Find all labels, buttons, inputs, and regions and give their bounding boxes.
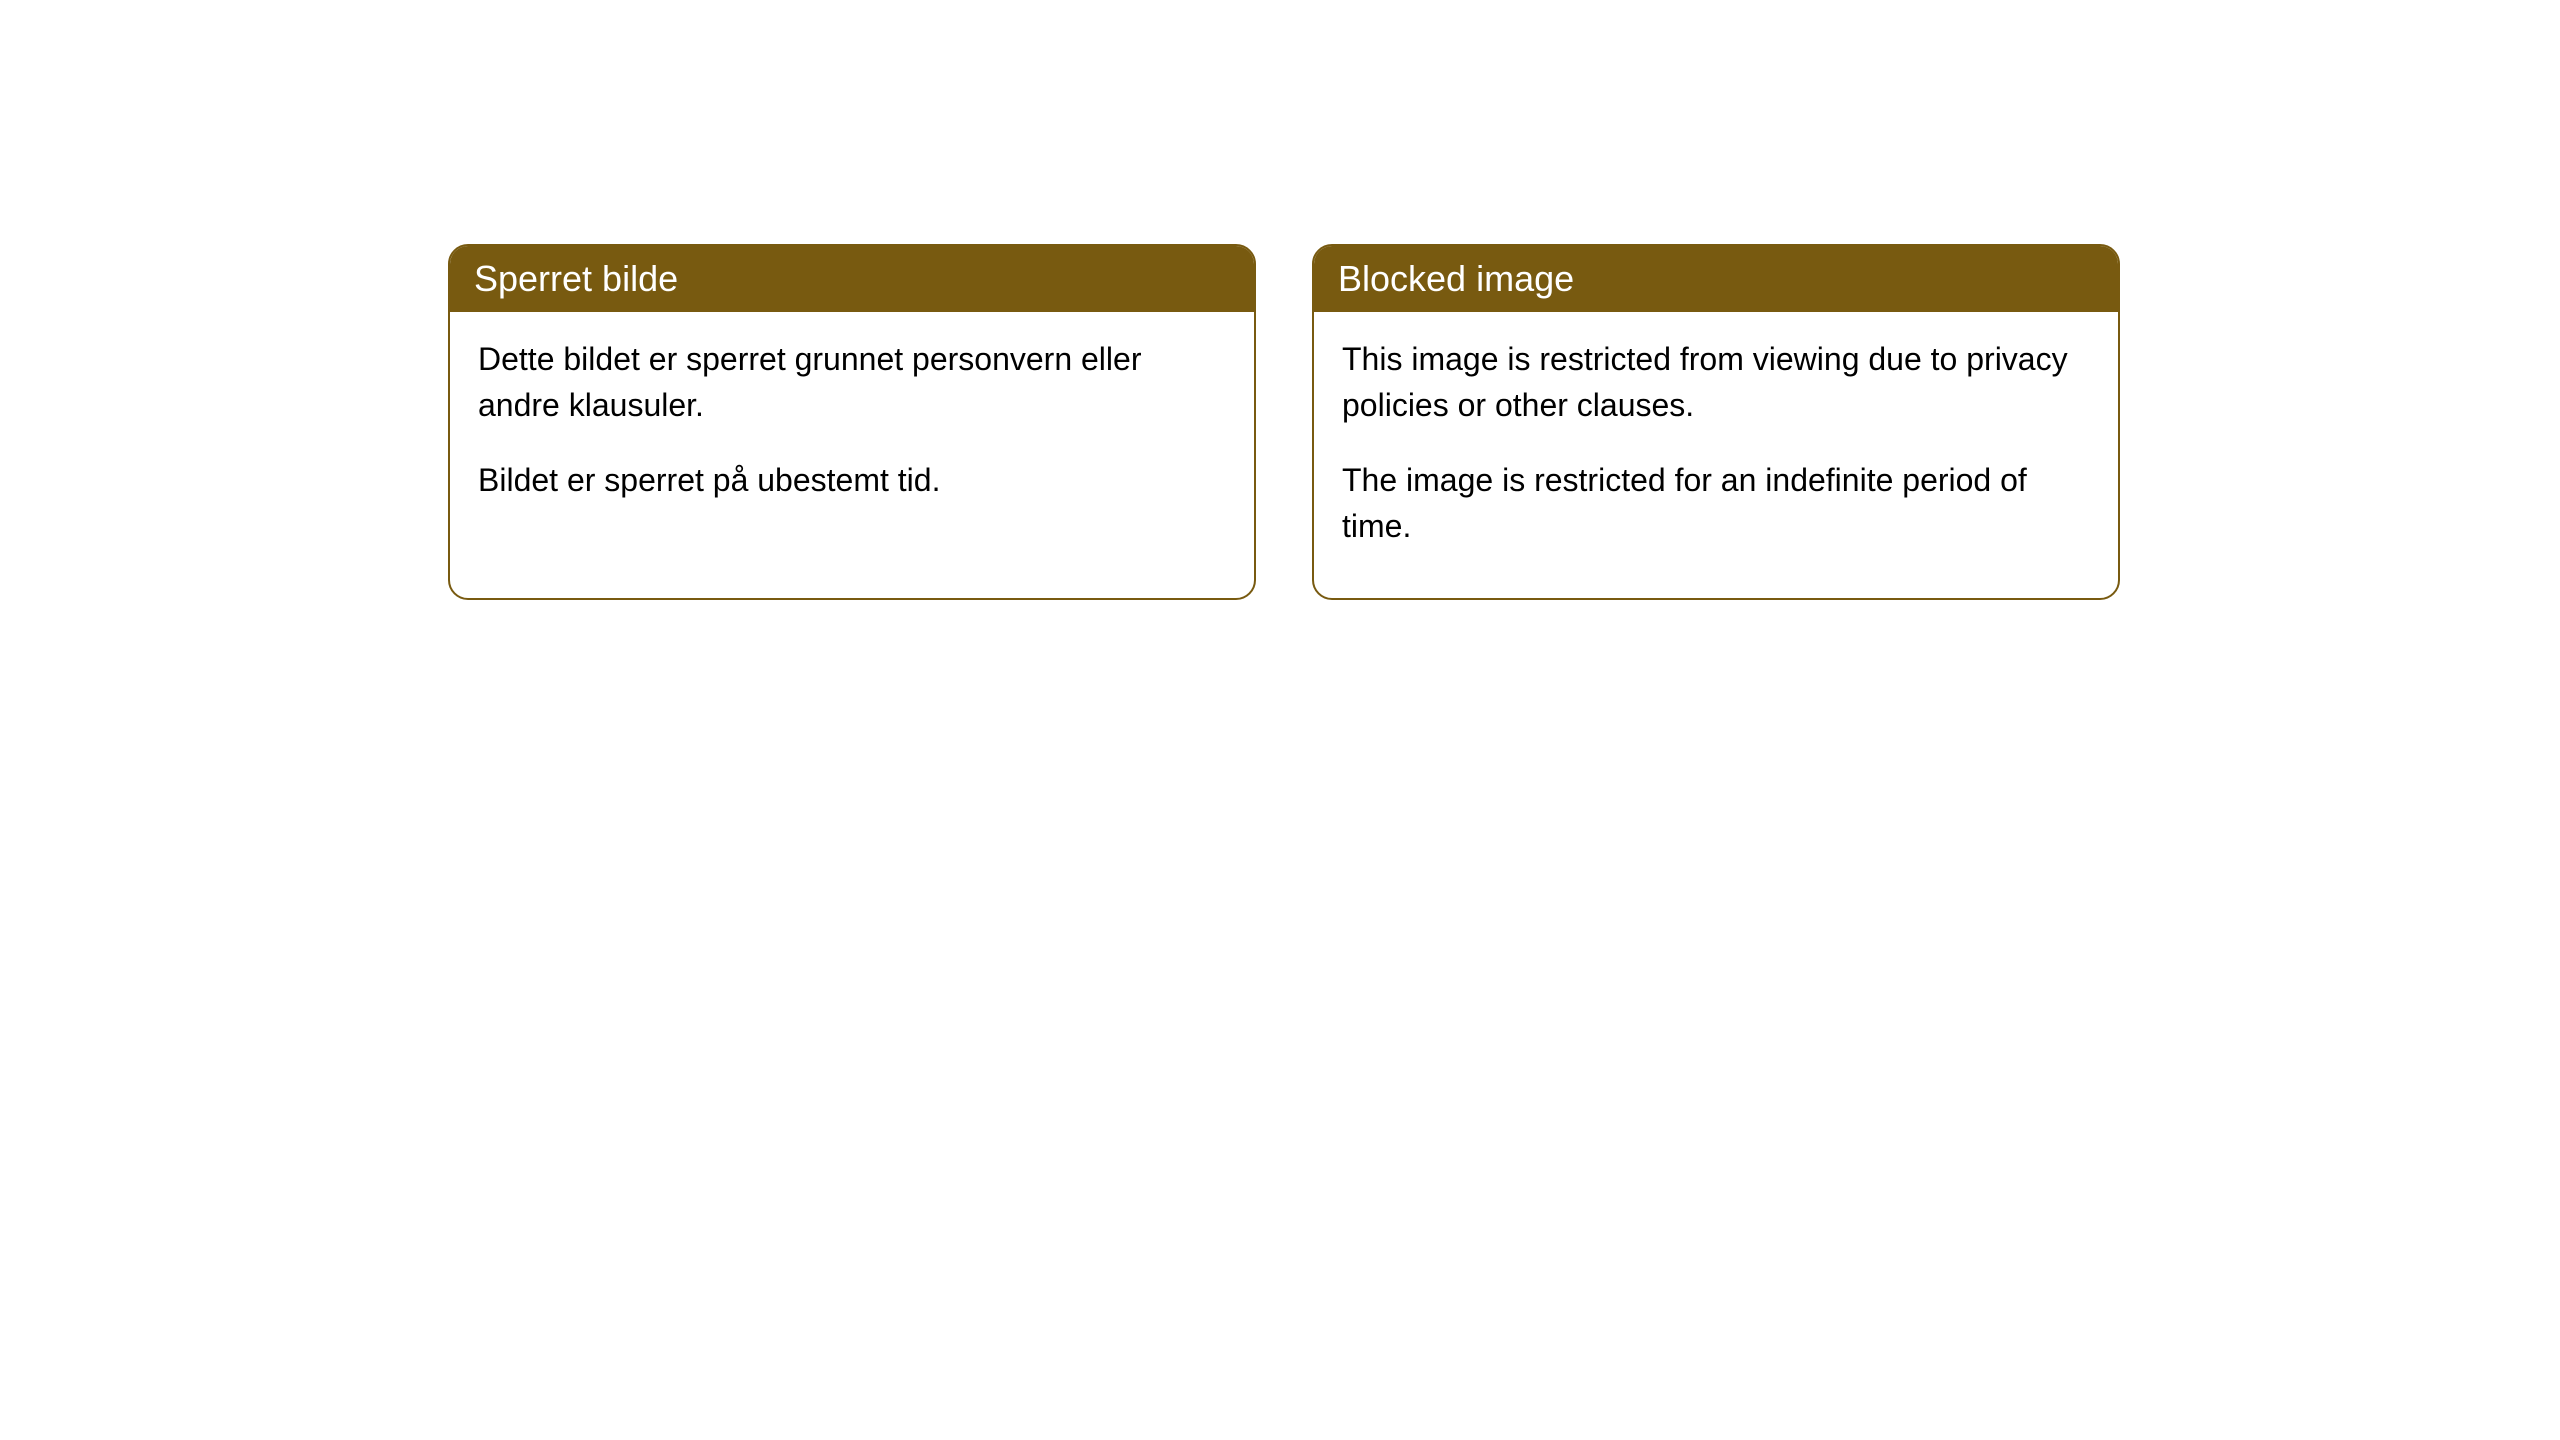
notice-cards-container: Sperret bilde Dette bildet er sperret gr… — [448, 244, 2120, 600]
notice-card-english: Blocked image This image is restricted f… — [1312, 244, 2120, 600]
notice-card-norwegian: Sperret bilde Dette bildet er sperret gr… — [448, 244, 1256, 600]
card-title: Sperret bilde — [474, 258, 678, 299]
card-paragraph: This image is restricted from viewing du… — [1342, 336, 2090, 429]
card-header-norwegian: Sperret bilde — [450, 246, 1254, 312]
card-header-english: Blocked image — [1314, 246, 2118, 312]
card-paragraph: Bildet er sperret på ubestemt tid. — [478, 457, 1226, 503]
card-body-english: This image is restricted from viewing du… — [1314, 312, 2118, 598]
card-paragraph: Dette bildet er sperret grunnet personve… — [478, 336, 1226, 429]
card-paragraph: The image is restricted for an indefinit… — [1342, 457, 2090, 550]
card-body-norwegian: Dette bildet er sperret grunnet personve… — [450, 312, 1254, 551]
card-title: Blocked image — [1338, 258, 1574, 299]
